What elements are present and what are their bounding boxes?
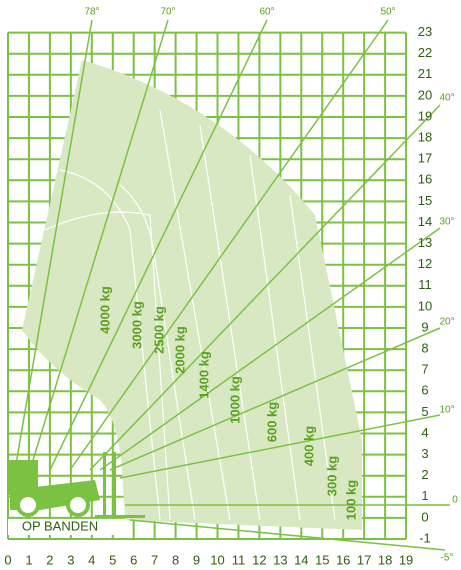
angle-label: 10° [439,405,454,416]
x-tick-label: 11 [232,552,246,567]
y-tick-label: 20 [418,87,432,102]
y-tick-label: 9 [421,319,428,334]
capacity-curves [44,109,336,521]
y-tick-label: 21 [418,66,432,81]
x-tick-label: 18 [378,552,392,567]
angle-label: 60° [259,7,274,18]
capacity-label: 3000 kg [129,301,144,349]
y-tick-label: 7 [421,362,428,377]
y-tick-label: 3 [421,446,428,461]
x-tick-label: 5 [109,552,116,567]
y-tick-label: 14 [418,214,432,229]
y-tick-label: 10 [418,298,432,313]
x-tick-label: 17 [357,552,371,567]
x-tick-label: 1 [25,552,32,567]
y-tick-label: 13 [418,235,432,250]
y-tick-label: 16 [418,172,432,187]
y-tick-label: 19 [418,108,432,123]
y-tick-label: 12 [418,256,432,271]
angle-label: 78° [84,7,99,18]
y-tick-label: 0 [421,509,428,524]
x-tick-label: 4 [88,552,95,567]
y-tick-label: 18 [418,130,432,145]
angle-label: 20° [439,317,454,328]
x-tick-label: 9 [193,552,200,567]
y-tick-label: 22 [418,45,432,60]
x-tick-label: 15 [315,552,329,567]
x-tick-label: 2 [46,552,53,567]
angle-label: 40° [439,93,454,104]
angle-label: 0 [452,495,458,506]
capacity-label: 100 kg [343,480,358,521]
y-tick-label: 2 [421,467,428,482]
y-tick-label: 23 [418,24,432,39]
capacity-label: 400 kg [301,426,316,467]
angle-label: 70° [160,7,175,18]
capacity-label: 1000 kg [227,376,242,424]
x-tick-label: 10 [210,552,224,567]
y-tick-label: 15 [418,193,432,208]
y-tick-label: 8 [421,341,428,356]
x-tick-label: 14 [294,552,308,567]
caption: OP BANDEN [22,518,98,533]
y-tick-label: 11 [418,277,432,292]
y-tick-label: 5 [421,404,428,419]
x-tick-label: 0 [4,552,11,567]
x-tick-label: 19 [399,552,413,567]
x-tick-label: 12 [252,552,266,567]
machine [8,452,145,518]
y-tick-label: -1 [419,530,431,545]
capacity-label: 2000 kg [172,326,187,374]
capacity-label: 600 kg [264,402,279,443]
x-tick-label: 7 [151,552,158,567]
capacity-label: 2500 kg [151,306,166,354]
caption-box [8,519,118,535]
boom-lines [14,19,450,551]
angle-label: 30° [439,217,454,228]
angle-label: -5° [441,553,454,564]
x-tick-label: 8 [172,552,179,567]
x-tick-label: 3 [67,552,74,567]
angle-label: 50° [380,7,395,18]
capacity-label: 300 kg [324,456,339,497]
x-tick-label: 13 [273,552,287,567]
y-tick-label: 4 [421,425,428,440]
x-tick-label: 6 [130,552,137,567]
capacity-label: 1400 kg [196,351,211,399]
y-tick-label: 1 [421,488,428,503]
capacity-label: 4000 kg [97,286,112,334]
y-tick-label: 6 [421,383,428,398]
y-tick-label: 17 [418,151,432,166]
x-tick-label: 16 [336,552,350,567]
